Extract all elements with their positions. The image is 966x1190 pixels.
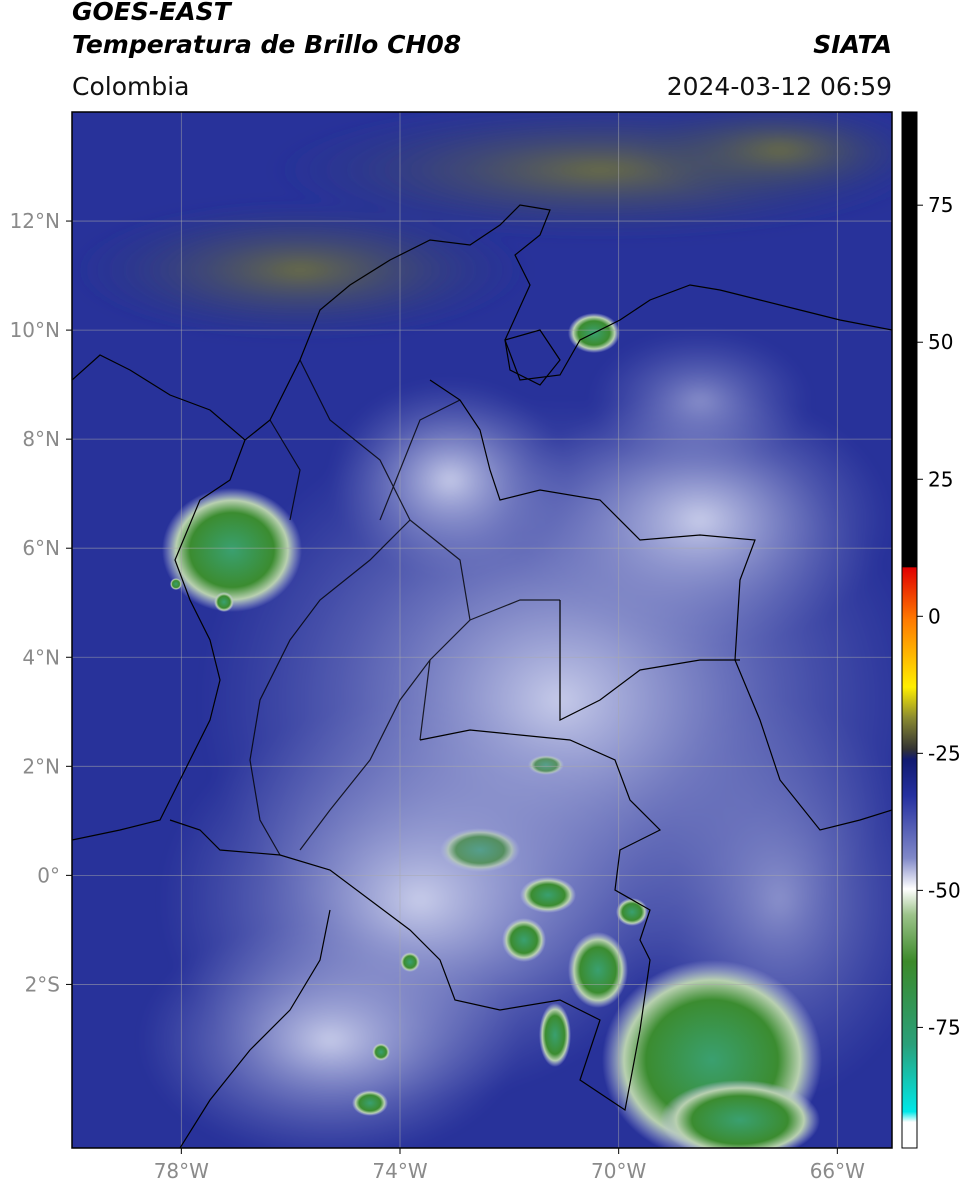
x-tick-label: 70°W — [591, 1159, 646, 1183]
coast-pacific — [72, 439, 246, 841]
region: Colombia — [72, 72, 189, 101]
colombia-south-border — [169, 729, 662, 1112]
imagery — [72, 112, 892, 1148]
y-tick-label: 6°N — [22, 536, 60, 560]
y-tick-label: 2°S — [25, 972, 60, 996]
source: SIATA — [813, 30, 892, 59]
colorbar-tick-label: -25 — [928, 741, 961, 765]
datetime: 2024-03-12 06:59 — [667, 72, 892, 101]
y-tick-label: 0° — [37, 863, 60, 887]
colorbar-tick-label: 0 — [928, 604, 941, 628]
colorbar-tick-label: -75 — [928, 1015, 961, 1039]
x-tick-label: 78°W — [154, 1159, 209, 1183]
x-tick-label: 66°W — [810, 1159, 865, 1183]
title: GOES-EAST — [72, 0, 233, 26]
departments — [249, 359, 560, 856]
tick-labels: 78°W 74°W 70°W 66°W 12°N 10°N 8°N 6°N 4°N 2°N 0° 2°… — [10, 193, 961, 1183]
colorbar-tick-label: 75 — [928, 193, 953, 217]
map-frame — [71, 111, 893, 1149]
x-tick-label: 74°W — [372, 1159, 427, 1183]
y-tick-label: 12°N — [10, 209, 60, 233]
colombia-venezuela-border — [429, 379, 892, 831]
y-tick-label: 4°N — [22, 645, 60, 669]
coast-south — [179, 909, 331, 1148]
colombia-east-border — [559, 600, 740, 721]
y-tick-label: 2°N — [22, 754, 60, 778]
storm-cells — [162, 313, 822, 1148]
subtitle: Temperatura de Brillo CH08 — [72, 30, 461, 59]
colorbar-tick-label: 50 — [928, 330, 953, 354]
y-tick-label: 8°N — [22, 427, 60, 451]
colorbar-tick-label: -50 — [928, 878, 961, 902]
y-tick-label: 10°N — [10, 318, 60, 342]
graticule — [72, 112, 892, 1148]
colorbar — [901, 111, 918, 1149]
maracaibo-lake — [504, 329, 561, 386]
colorbar-tick-label: 25 — [928, 467, 953, 491]
borders — [72, 204, 892, 1148]
